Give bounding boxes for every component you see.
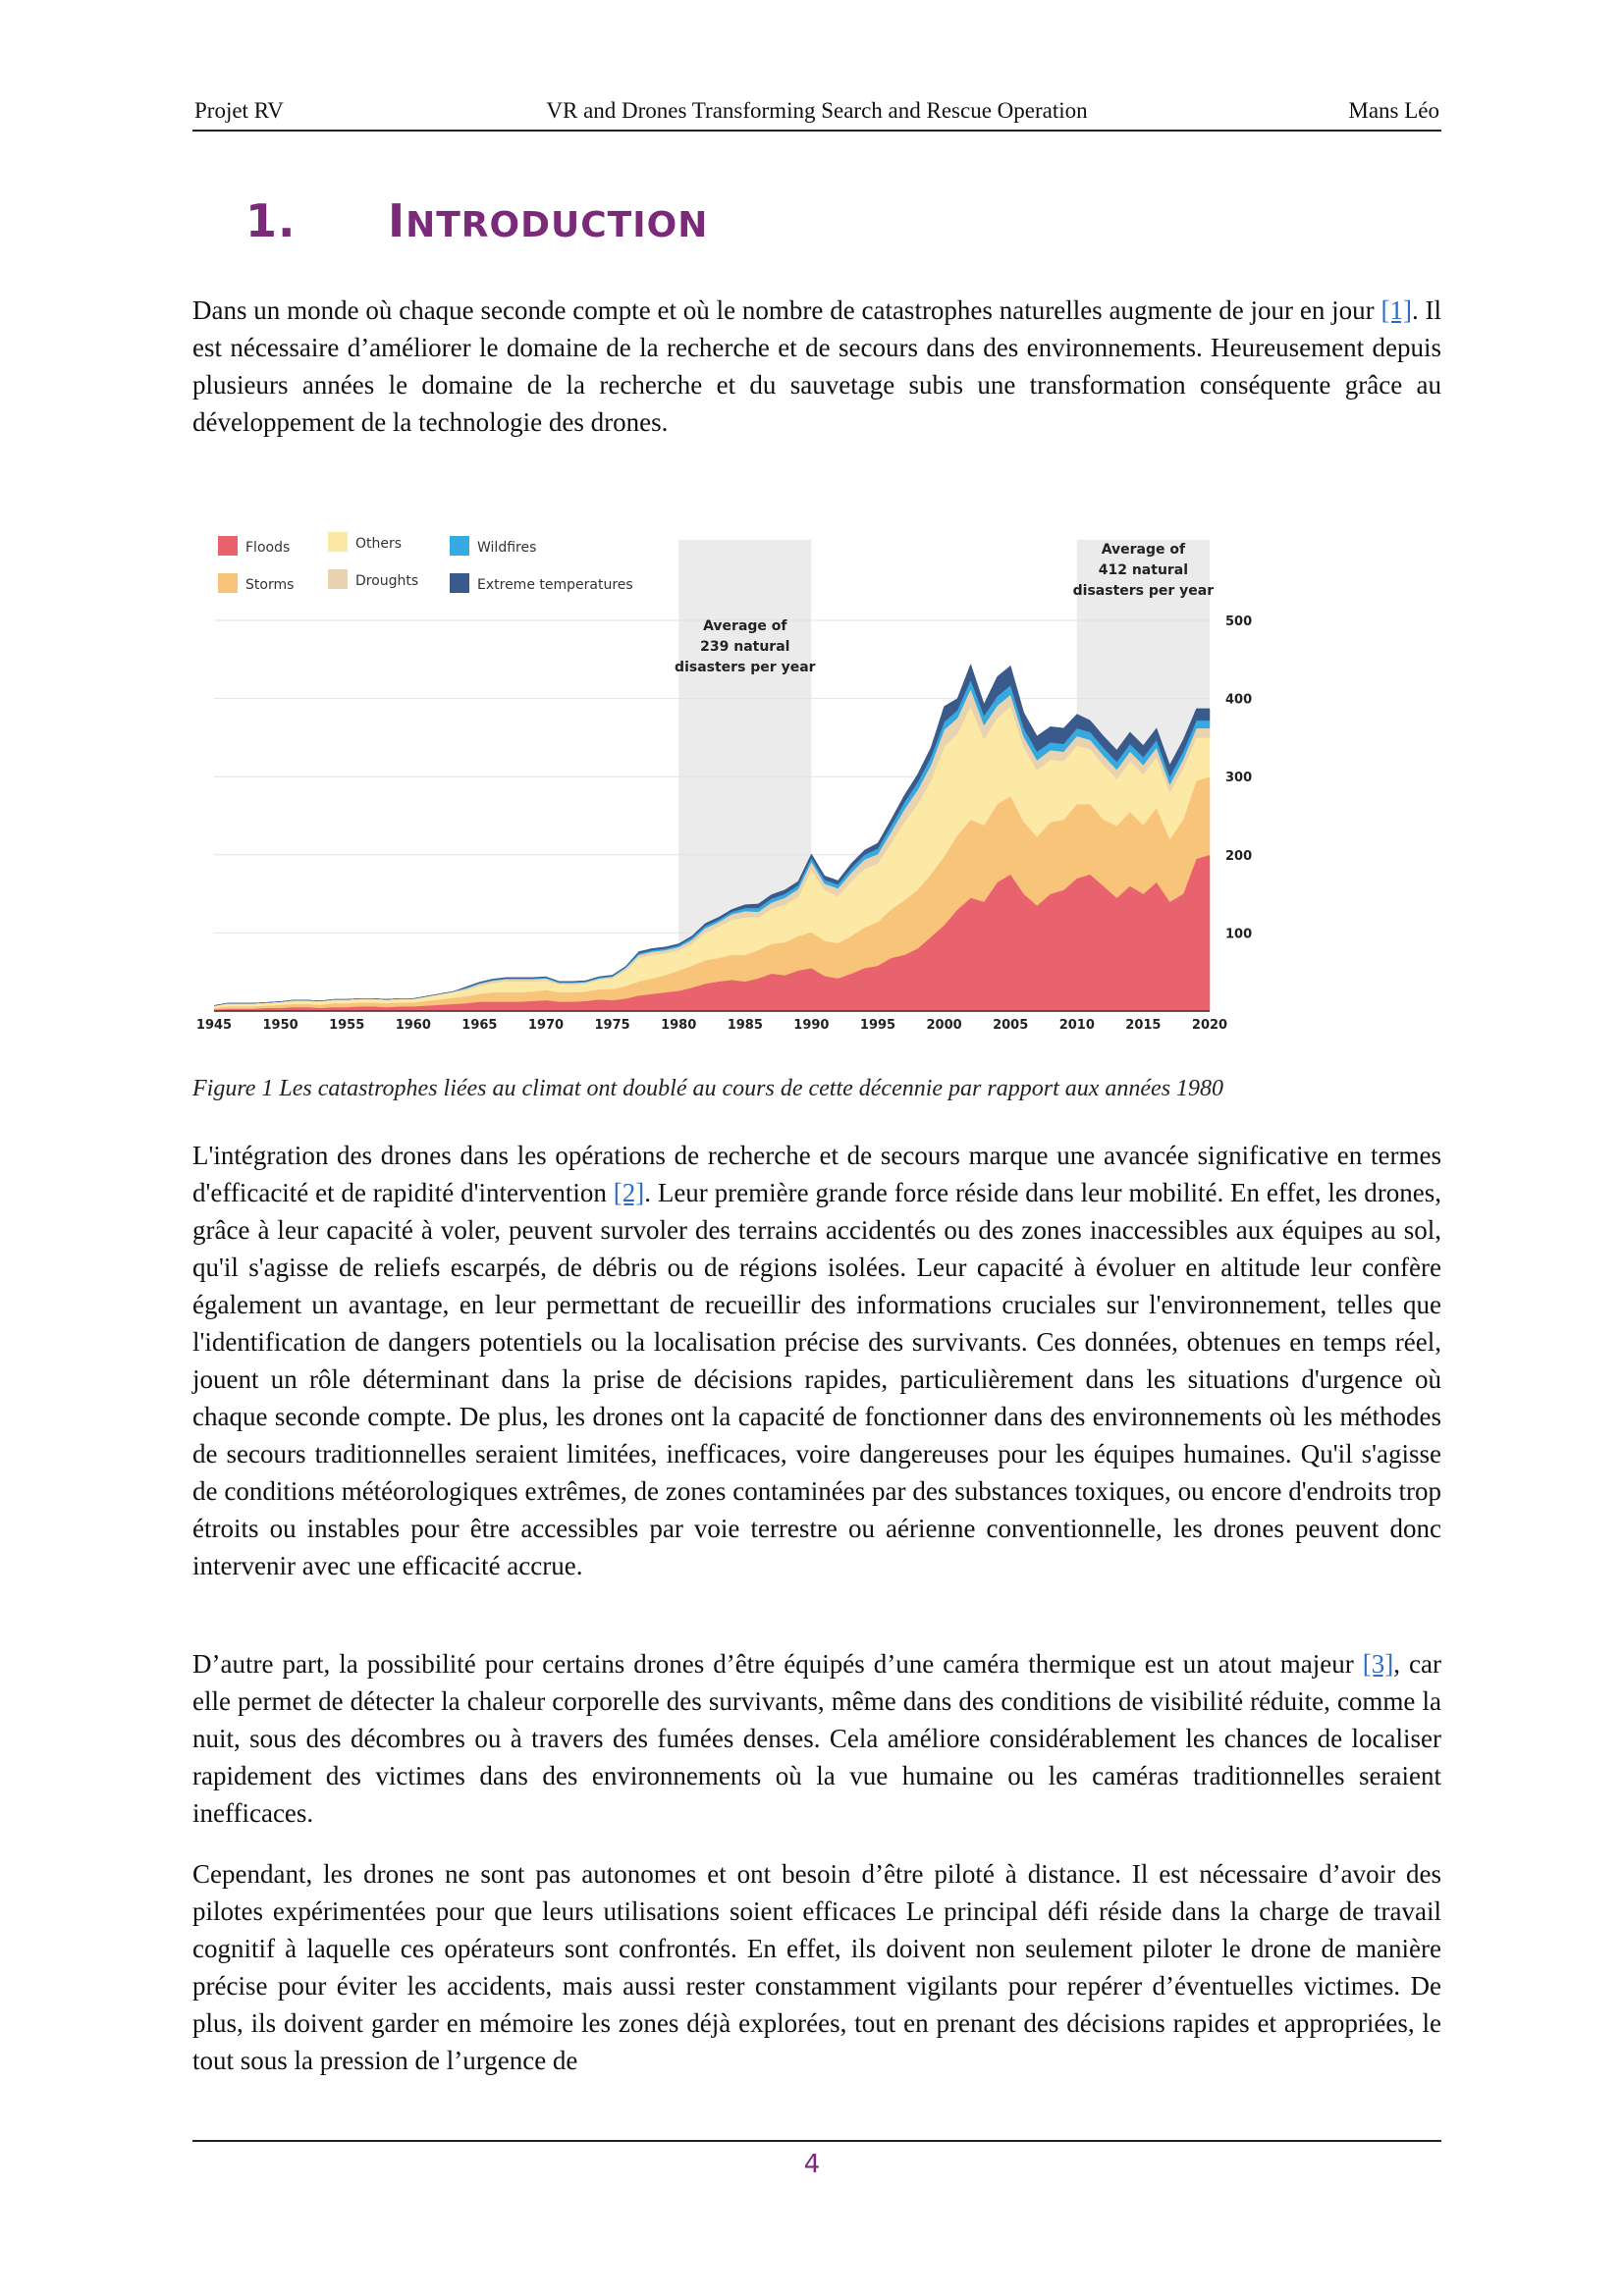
legend-item-extreme-temperatures: Extreme temperatures [450,573,633,593]
x-tick-label: 1970 [528,1018,564,1033]
header-document-title: VR and Drones Transforming Search and Re… [546,98,1088,123]
page-number: 4 [803,2150,821,2179]
x-tick-label: 1955 [329,1018,364,1033]
paragraph-text: L'intégration des drones dans les opérat… [192,1141,1441,1207]
legend-swatch [328,532,348,552]
paragraph-pilots: Cependant, les drones ne sont pas autono… [192,1859,1441,2075]
paragraph-text: Dans un monde où chaque seconde compte e… [192,295,1381,325]
paragraph-text: . Il est nécessaire d’améliorer le domai… [192,295,1441,437]
legend-label: Extreme temperatures [477,577,633,593]
section-title-rest: NTRODUCTION [406,205,709,245]
paragraph-text: . Leur première grande force réside dans… [192,1178,1441,1580]
legend-swatch [450,536,469,556]
annotation-line: disasters per year [675,660,816,675]
x-tick-label: 2000 [927,1018,962,1033]
legend-swatch [450,573,469,593]
period-annotation-1: Average of 239 natural disasters per year [675,618,816,675]
legend-item-floods: Floods [218,536,290,556]
citation-link-3[interactable]: [3] [1362,1649,1394,1679]
annotation-line: Average of [1102,542,1186,558]
legend-swatch [218,536,238,556]
y-tick-label: 300 [1225,771,1252,785]
x-tick-label: 2005 [993,1018,1028,1033]
legend-label: Droughts [355,573,418,589]
x-tick-label: 1995 [860,1018,895,1033]
x-tick-label: 1960 [396,1018,431,1033]
footer-rule [192,2140,1441,2142]
legend-label: Floods [245,540,290,556]
section-heading: 1. INTRODUCTION [245,194,708,247]
x-tick-label: 1975 [595,1018,630,1033]
x-tick-label: 1945 [196,1018,232,1033]
tick-labels: 1945 1950 1955 1960 1965 1970 1975 1980 1985 1990… [196,614,1252,1033]
x-tick-label: 1980 [661,1018,696,1033]
running-header: Projet RV VR and Drones Transforming Sea… [192,94,1441,132]
annotation-line: Average of [703,618,787,634]
citation-link-2[interactable]: [2] [613,1178,645,1207]
paragraph-text: D’autre part, la possibilité pour certai… [192,1649,1363,1679]
period-annotation-2: Average of 412 natural disasters per year [1073,542,1215,599]
x-tick-label: 2020 [1192,1018,1227,1033]
legend-item-storms: Storms [218,573,294,593]
y-tick-label: 200 [1225,849,1252,864]
section-number: 1. [245,194,297,247]
x-tick-label: 1965 [461,1018,497,1033]
legend-swatch [218,573,238,593]
legend-label: Wildfires [477,540,536,556]
citation-link-1[interactable]: [1] [1380,295,1412,325]
chart-legend: Floods Storms Others Droughts Wildfires Extre… [218,532,633,593]
y-tick-label: 500 [1225,614,1252,629]
legend-item-others: Others [328,532,402,552]
x-tick-label: 1950 [263,1018,298,1033]
legend-swatch [328,569,348,589]
annotation-line: 412 natural [1099,562,1188,578]
legend-item-wildfires: Wildfires [450,536,536,556]
section-title-initial: I [388,194,406,247]
paragraph-drones: L'intégration des drones dans les opérat… [192,1137,1441,1584]
paragraph-thermal: D’autre part, la possibilité pour certai… [192,1645,1441,1832]
x-tick-label: 1990 [793,1018,829,1033]
figure-caption: Figure 1 Les catastrophes liées au clima… [192,1076,1224,1101]
annotation-line: 239 natural [700,639,789,655]
x-tick-label: 2010 [1059,1018,1095,1033]
header-author: Mans Léo [1348,98,1439,123]
annotation-line: disasters per year [1073,583,1215,599]
area-extreme-temperatures [213,663,1211,1006]
legend-item-droughts: Droughts [328,569,418,589]
paragraph-text: , car elle permet de détecter la chaleur… [192,1649,1441,1828]
x-tick-label: 1985 [728,1018,763,1033]
header-project: Projet RV [194,98,284,123]
x-tick-label: 2015 [1125,1018,1161,1033]
legend-label: Others [355,536,402,552]
figure-disaster-chart: 1945 1950 1955 1960 1965 1970 1975 1980 1985 1990… [192,522,1272,1033]
stacked-area-chart: 1945 1950 1955 1960 1965 1970 1975 1980 1985 1990… [196,532,1252,1033]
y-tick-label: 400 [1225,693,1252,708]
paragraph-intro: Dans un monde où chaque seconde compte e… [192,292,1441,441]
y-tick-label: 100 [1225,927,1252,941]
legend-label: Storms [245,577,294,593]
